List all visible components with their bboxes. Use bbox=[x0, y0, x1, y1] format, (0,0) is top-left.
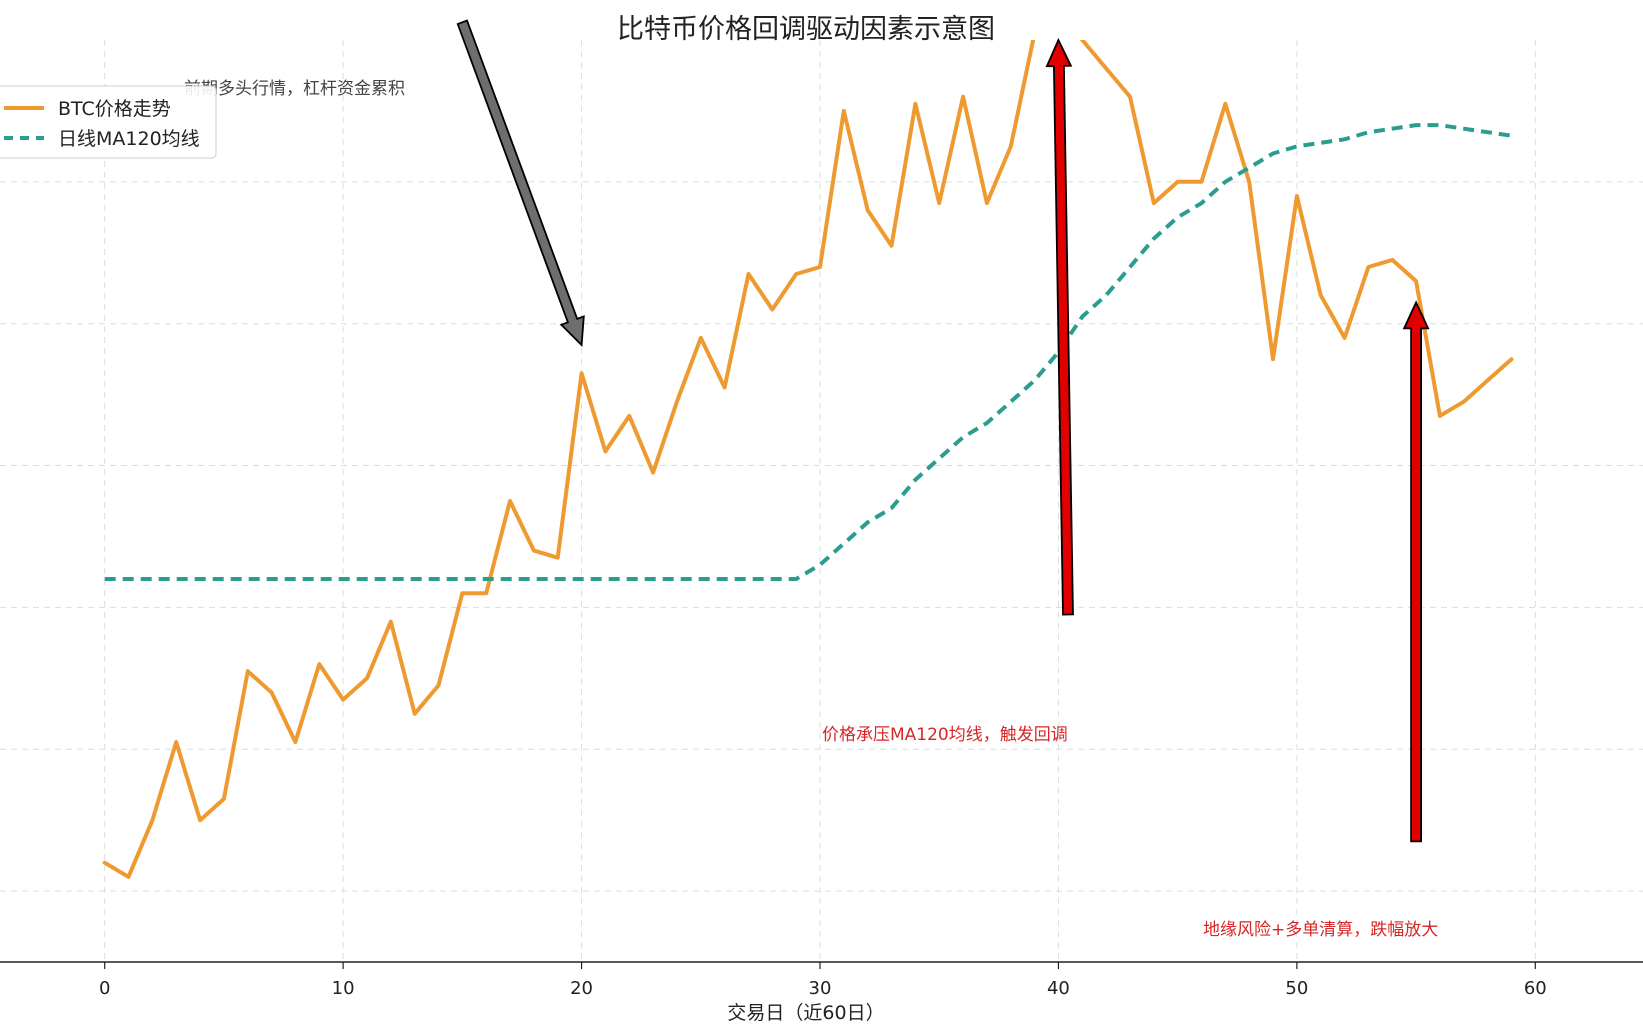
legend: BTC价格走势 日线MA120均线 bbox=[0, 85, 217, 159]
legend-box bbox=[0, 85, 217, 159]
y-gridlines bbox=[0, 181, 1643, 892]
x-tick-label: 40 bbox=[1047, 978, 1070, 999]
annotation-leverage-arrow bbox=[456, 19, 585, 348]
x-tick-label: 30 bbox=[809, 978, 832, 999]
btc-price-line bbox=[102, 40, 1514, 879]
annotation-layer: 前期多头行情，杠杆资金累积价格承压MA120均线，触发回调地缘风险+多单清算，跌… bbox=[184, 19, 1438, 940]
series-layer bbox=[102, 40, 1514, 879]
x-axis-ticks: 0 10 20 30 40 50 60 bbox=[99, 962, 1547, 999]
annotation-ma-resistance-text: 价格承压MA120均线，触发回调 bbox=[822, 725, 1068, 745]
legend-label-btc: BTC价格走势 bbox=[58, 98, 171, 120]
x-tick-label: 20 bbox=[570, 978, 593, 999]
chart-title: 比特币价格回调驱动因素示意图 bbox=[617, 14, 995, 45]
x-axis-label: 交易日（近60日） bbox=[727, 1002, 884, 1024]
annotation-liquidation-arrow bbox=[1402, 300, 1430, 843]
annotation-leverage-text: 前期多头行情，杠杆资金累积 bbox=[184, 79, 405, 99]
legend-label-ma: 日线MA120均线 bbox=[58, 128, 200, 150]
x-tick-label: 60 bbox=[1524, 978, 1547, 999]
x-gridlines bbox=[104, 40, 1536, 962]
x-tick-label: 0 bbox=[99, 978, 110, 999]
x-tick-label: 10 bbox=[332, 978, 355, 999]
annotation-ma-resistance-arrow bbox=[1045, 37, 1074, 616]
ma120-line bbox=[104, 123, 1512, 581]
annotation-liquidation-text: 地缘风险+多单清算，跌幅放大 bbox=[1203, 920, 1438, 940]
x-tick-label: 50 bbox=[1285, 978, 1308, 999]
